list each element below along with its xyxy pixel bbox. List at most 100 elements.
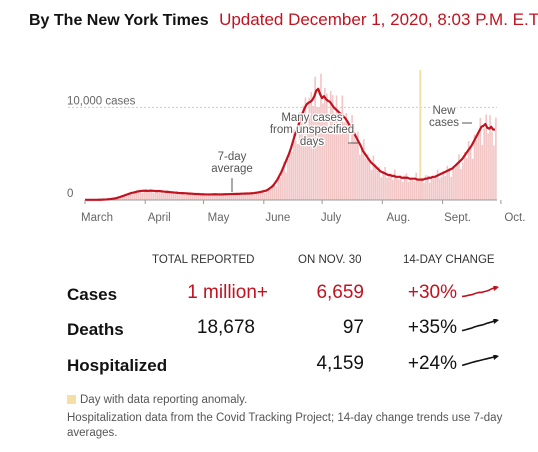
daily-case-bar bbox=[495, 117, 497, 200]
daily-case-bar bbox=[471, 158, 474, 200]
daily-case-bar bbox=[395, 176, 398, 200]
daily-case-bar bbox=[450, 176, 453, 200]
daily-case-bar bbox=[238, 193, 241, 200]
daily-case-bar bbox=[423, 182, 425, 200]
trend-arrowhead bbox=[493, 286, 499, 291]
daily-case-bar bbox=[329, 90, 332, 200]
daily-case-bar bbox=[180, 193, 182, 200]
daily-case-bar bbox=[137, 191, 140, 200]
daily-case-bar bbox=[189, 194, 192, 200]
daily-case-bar bbox=[366, 154, 369, 200]
daily-case-bar bbox=[428, 182, 431, 200]
deaths-day: 97 bbox=[342, 317, 364, 338]
daily-case-bar bbox=[240, 192, 243, 200]
daily-case-bar bbox=[116, 198, 118, 200]
daily-case-bar bbox=[154, 189, 157, 200]
daily-case-bar bbox=[195, 194, 198, 200]
daily-case-bar bbox=[222, 194, 225, 200]
annotation-label: cases bbox=[429, 117, 459, 129]
daily-case-bar bbox=[325, 93, 328, 200]
daily-case-bar bbox=[331, 95, 334, 200]
x-tick-label: Aug. bbox=[387, 212, 411, 224]
daily-case-bar bbox=[269, 189, 272, 200]
deaths-change: +35% bbox=[407, 317, 457, 338]
daily-case-bar bbox=[302, 105, 305, 200]
daily-case-bar bbox=[362, 139, 365, 200]
daily-case-bar bbox=[300, 122, 303, 200]
column-header-day: ON NOV. 30 bbox=[298, 254, 362, 266]
row-label-cases: Cases bbox=[67, 285, 118, 304]
daily-case-bar bbox=[147, 191, 149, 200]
daily-case-bar bbox=[339, 121, 342, 200]
daily-case-bar bbox=[485, 114, 487, 200]
daily-case-bar bbox=[483, 128, 486, 200]
daily-case-bar bbox=[364, 158, 367, 200]
daily-case-bar bbox=[234, 193, 237, 200]
daily-case-bar bbox=[186, 192, 188, 200]
annotation-label: days bbox=[300, 136, 325, 148]
daily-case-bar bbox=[467, 141, 470, 200]
daily-case-bar bbox=[448, 168, 451, 200]
daily-case-bar bbox=[380, 177, 383, 200]
daily-case-bar bbox=[221, 194, 223, 200]
daily-case-bar bbox=[345, 112, 348, 200]
daily-case-bar bbox=[184, 194, 186, 200]
anomaly-bar bbox=[419, 70, 422, 200]
daily-case-bar bbox=[469, 148, 472, 200]
cases-day: 6,659 bbox=[316, 282, 364, 303]
daily-case-bar bbox=[271, 184, 274, 200]
row-label-deaths: Deaths bbox=[67, 320, 124, 339]
daily-case-bar bbox=[250, 191, 252, 200]
daily-case-bar bbox=[376, 170, 379, 200]
daily-case-bar bbox=[172, 192, 175, 200]
daily-case-bar bbox=[477, 131, 480, 200]
daily-case-bar bbox=[310, 92, 313, 200]
daily-case-bar bbox=[403, 175, 406, 200]
x-tick-label: April bbox=[148, 212, 171, 224]
daily-case-bar bbox=[129, 193, 132, 200]
daily-case-bar bbox=[246, 193, 248, 200]
anomaly-legend-text: Day with data reporting anomaly. bbox=[80, 394, 248, 406]
daily-case-bar bbox=[493, 145, 495, 200]
daily-case-bar bbox=[343, 122, 346, 200]
deaths-total: 18,678 bbox=[196, 317, 255, 338]
daily-case-bar bbox=[370, 169, 373, 200]
hospitalized-change: +24% bbox=[407, 353, 457, 374]
daily-case-bar bbox=[215, 194, 217, 200]
annotation-label: Many cases bbox=[281, 112, 343, 124]
daily-case-bar bbox=[401, 181, 404, 200]
daily-case-bar bbox=[277, 177, 280, 200]
daily-case-bar bbox=[199, 194, 202, 200]
daily-case-bar bbox=[145, 188, 147, 200]
daily-case-bar bbox=[378, 166, 381, 200]
annotation-label: average bbox=[211, 163, 253, 175]
cases-total: 1 million+ bbox=[187, 282, 268, 303]
trend-line bbox=[462, 356, 495, 367]
daily-case-bar bbox=[405, 173, 408, 200]
daily-case-bar bbox=[298, 112, 301, 200]
daily-case-bar bbox=[228, 193, 231, 200]
daily-case-bar bbox=[263, 193, 266, 200]
daily-case-bar bbox=[316, 107, 318, 200]
daily-case-bar bbox=[324, 87, 326, 200]
daily-case-bar bbox=[153, 193, 155, 200]
annotation-label: New bbox=[432, 105, 456, 117]
cases-trend-sparkline bbox=[462, 286, 499, 298]
hospitalized-day: 4,159 bbox=[316, 353, 364, 374]
daily-case-bar bbox=[454, 167, 456, 200]
daily-case-bar bbox=[413, 180, 416, 200]
daily-case-bar bbox=[415, 172, 418, 200]
daily-case-bar bbox=[261, 189, 264, 200]
daily-case-bar bbox=[252, 192, 254, 200]
daily-case-bar bbox=[281, 170, 283, 200]
daily-case-bar bbox=[188, 192, 190, 200]
daily-case-bar bbox=[308, 98, 311, 200]
daily-case-bar bbox=[273, 185, 276, 200]
daily-case-bar bbox=[287, 158, 289, 200]
daily-case-bar bbox=[209, 193, 212, 200]
daily-case-bar bbox=[275, 186, 278, 200]
daily-case-bar bbox=[191, 193, 194, 200]
daily-case-bar bbox=[388, 174, 390, 200]
daily-case-bar bbox=[265, 191, 268, 200]
daily-case-bar bbox=[357, 131, 359, 200]
